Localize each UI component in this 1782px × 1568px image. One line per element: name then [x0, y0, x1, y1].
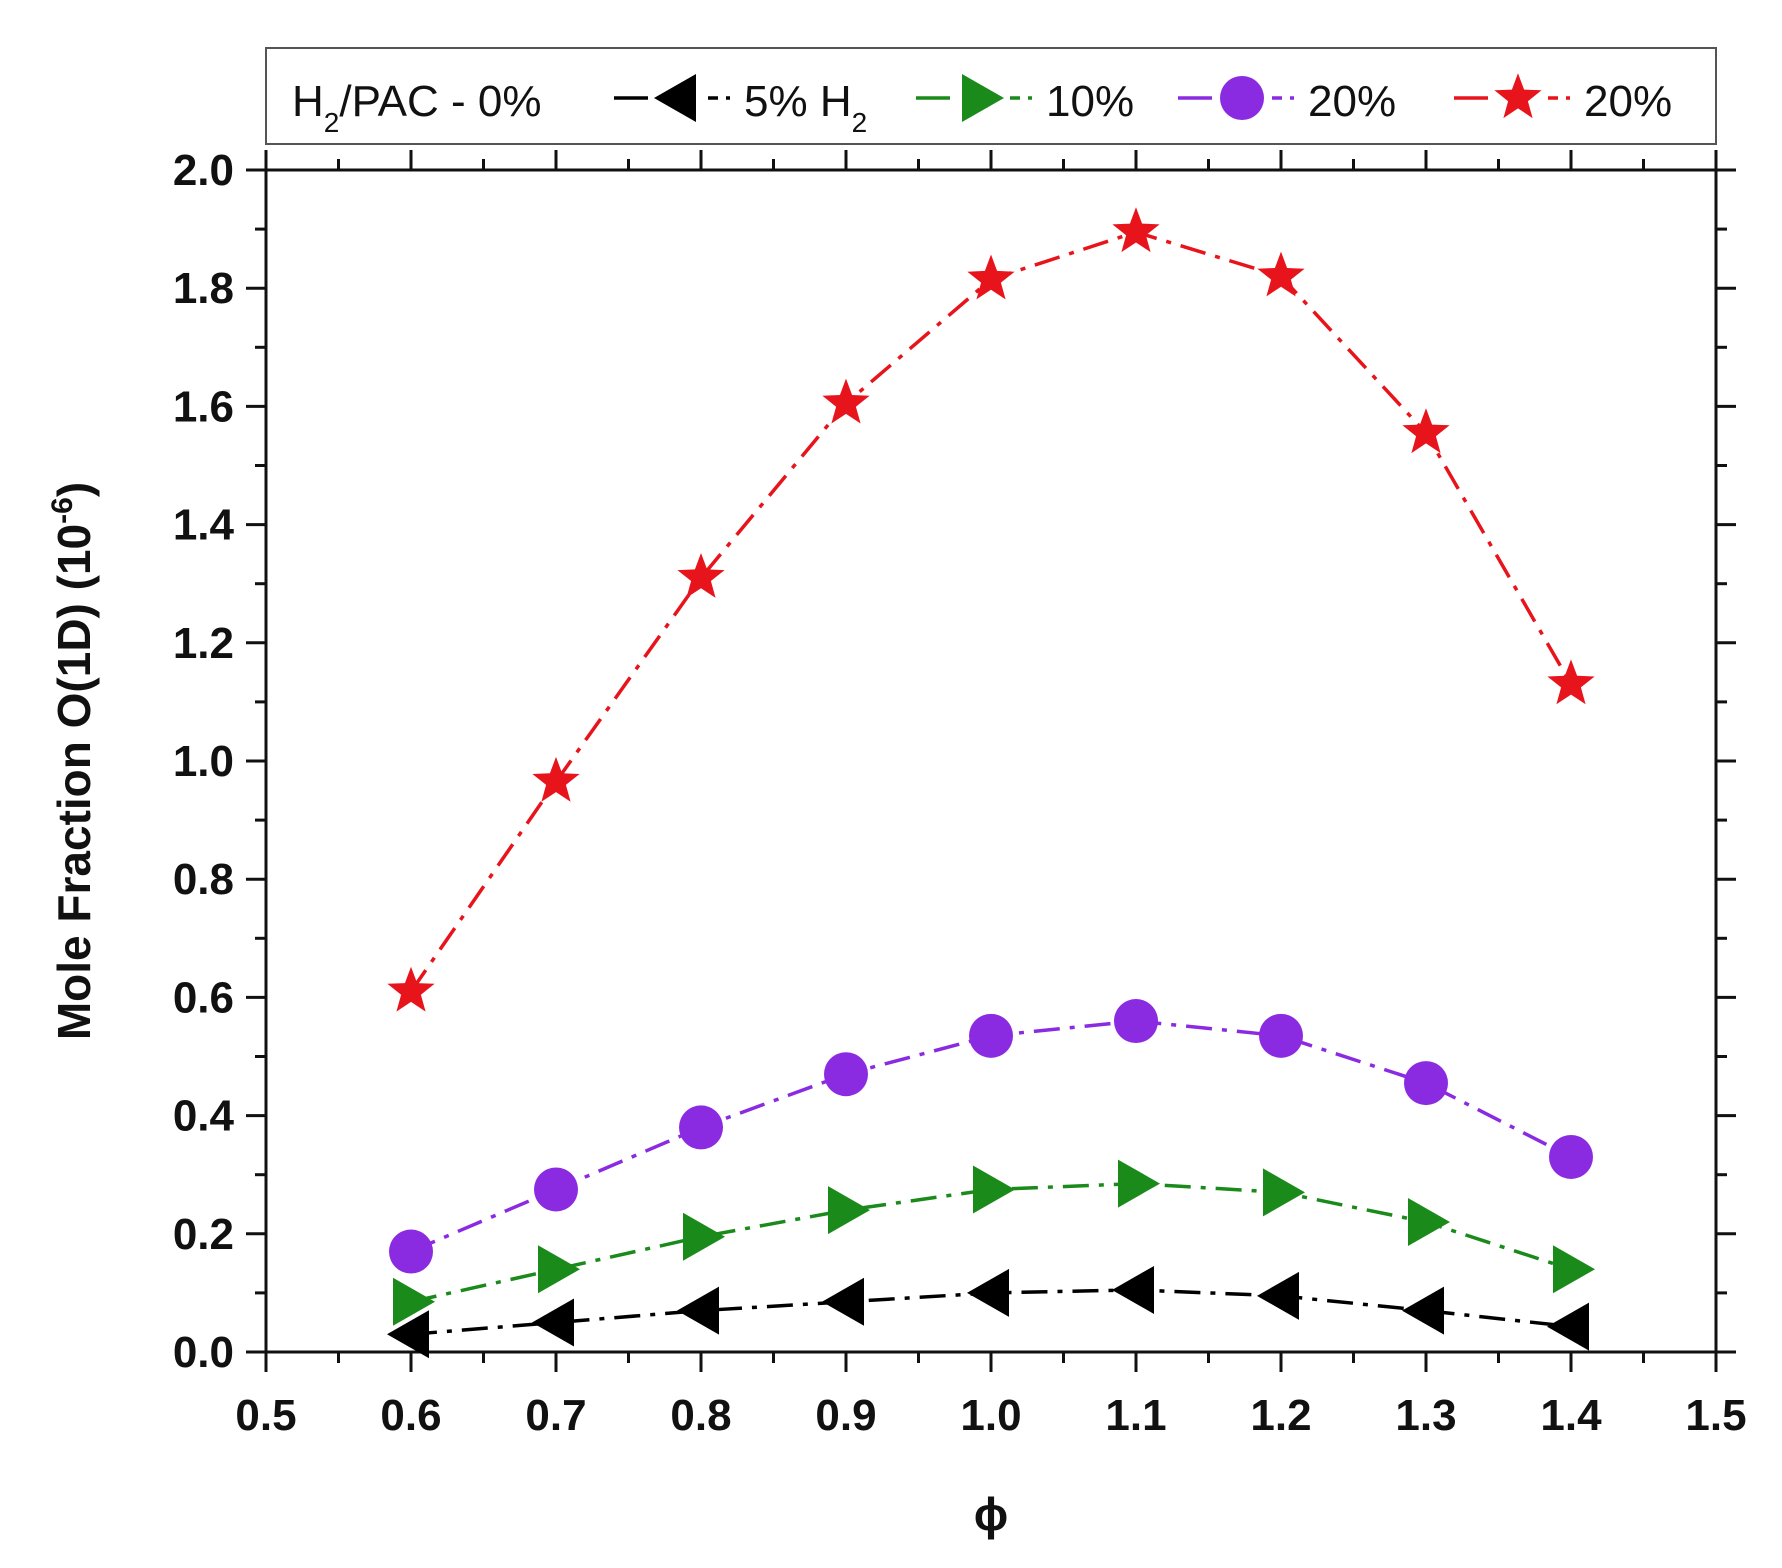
x-tick-label: 1.1 [1105, 1391, 1166, 1440]
legend-label: 5% H2 [744, 77, 867, 138]
x-tick-label: 1.5 [1685, 1391, 1746, 1440]
legend-prefix-main: H [292, 77, 324, 126]
data-point [1112, 1265, 1154, 1314]
y-tick-label: 0.6 [173, 973, 234, 1022]
series-1 [387, 1265, 1589, 1359]
data-point [677, 553, 725, 598]
tick-labels: 0.5 0.6 0.7 0.8 0.9 1.0 1.1 1.2 1.3 1.4 1.5 0.0 0.2 0… [173, 146, 1747, 1440]
data-point [1553, 1245, 1595, 1294]
data-point [393, 1277, 435, 1326]
legend-marker [1220, 76, 1264, 120]
data-point [1549, 1134, 1593, 1179]
data-point [1114, 999, 1158, 1044]
legend-marker [962, 74, 1004, 122]
legend-marker [654, 74, 696, 122]
x-tick-label: 0.8 [670, 1391, 731, 1440]
data-point [534, 1167, 578, 1212]
legend-entry: 10% [916, 74, 1134, 126]
x-tick-label: 0.9 [815, 1391, 876, 1440]
data-point [683, 1212, 725, 1261]
data-point [969, 1013, 1013, 1058]
data-point [677, 1286, 719, 1335]
data-point [532, 1298, 574, 1347]
legend-entry: 20% [1178, 76, 1396, 126]
data-point [967, 254, 1015, 300]
y-axis-title-suffix: ) [48, 482, 100, 497]
data-point [828, 1186, 870, 1235]
data-point [387, 966, 435, 1012]
x-axis-title: ϕ [974, 1488, 1008, 1540]
data-point [1257, 251, 1305, 297]
data-point [1404, 1061, 1448, 1106]
legend-entry: 20% [1454, 73, 1672, 126]
legend-prefix: H2/PAC - 0% [292, 77, 541, 138]
legend-label: 20% [1584, 77, 1672, 126]
data-point [387, 1310, 429, 1359]
data-point [1259, 1013, 1303, 1058]
y-tick-label: 0.2 [173, 1210, 234, 1259]
y-tick-label: 0.4 [173, 1092, 235, 1141]
y-tick-label: 1.2 [173, 619, 234, 668]
legend-label: 10% [1046, 77, 1134, 126]
data-point [1257, 1271, 1299, 1320]
data-point [1408, 1197, 1450, 1246]
x-tick-label: 1.3 [1395, 1391, 1456, 1440]
data-point [1402, 408, 1450, 454]
data-point [824, 1052, 868, 1097]
legend: H2/PAC - 0% 5% H2 10% 20% 20% [265, 47, 1717, 145]
data-point [822, 378, 870, 424]
y-tick-label: 1.8 [173, 264, 234, 313]
series-line [409, 230, 1573, 993]
y-tick-label: 1.4 [173, 501, 235, 550]
y-axis-title-exponent: -6 [46, 497, 79, 524]
legend-prefix-rest: /PAC - 0% [339, 77, 541, 126]
y-tick-label: 1.0 [173, 737, 234, 786]
data-point [973, 1165, 1015, 1214]
y-tick-label: 0.0 [173, 1328, 234, 1377]
data-point [822, 1277, 864, 1326]
series-line [410, 1181, 1572, 1304]
data-point [1547, 1302, 1589, 1351]
y-tick-label: 0.8 [173, 855, 234, 904]
data-point [1547, 659, 1595, 705]
data-point [1402, 1286, 1444, 1335]
data-point [538, 1245, 580, 1294]
y-axis-title: Mole Fraction O(1D) (10-6) [46, 482, 100, 1040]
legend-entry: 5% H2 [614, 74, 867, 138]
y-tick-label: 1.6 [173, 382, 234, 431]
data-point [967, 1268, 1009, 1317]
data-point [389, 1229, 433, 1274]
data-point [679, 1105, 723, 1150]
series-2 [393, 1159, 1595, 1326]
legend-prefix-sub: 2 [324, 107, 340, 138]
series-layer [387, 207, 1595, 1359]
x-tick-label: 1.0 [960, 1391, 1021, 1440]
x-tick-label: 1.2 [1250, 1391, 1311, 1440]
data-point [1118, 1159, 1160, 1208]
x-tick-label: 1.4 [1540, 1391, 1602, 1440]
series-3 [389, 999, 1593, 1274]
axis-ticks [246, 150, 1736, 1372]
y-axis-title-main: Mole Fraction O(1D) (10 [48, 524, 100, 1040]
legend-entries: 5% H2 10% 20% 20% [614, 73, 1672, 138]
x-tick-label: 0.6 [380, 1391, 441, 1440]
legend-label: 20% [1308, 77, 1396, 126]
data-point [1263, 1168, 1305, 1217]
plot-area [264, 168, 1718, 1354]
x-tick-label: 0.5 [235, 1391, 296, 1440]
series-4 [387, 207, 1595, 1012]
data-point [532, 756, 580, 802]
y-tick-label: 2.0 [173, 146, 234, 195]
data-point [1112, 207, 1160, 253]
x-tick-label: 0.7 [525, 1391, 586, 1440]
legend-marker [1494, 73, 1542, 119]
